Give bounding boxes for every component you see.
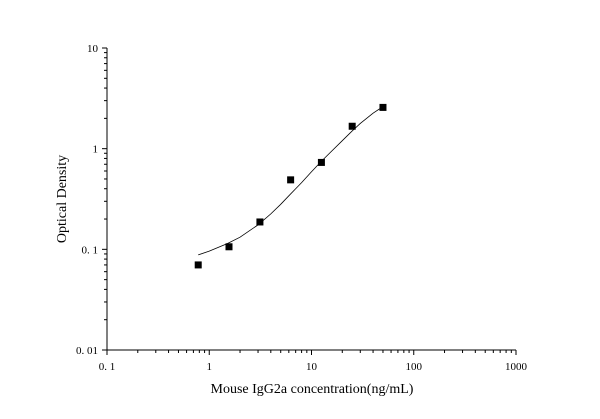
x-tick-label: 1000 — [505, 361, 528, 373]
data-point — [348, 122, 356, 130]
y-tick-label: 0. 01 — [76, 345, 98, 357]
y-axis-label: Optical Density — [55, 155, 70, 243]
data-point — [287, 176, 295, 184]
axes — [106, 48, 516, 351]
x-tick-label: 0. 1 — [99, 361, 116, 373]
data-point — [225, 243, 233, 251]
data-point — [194, 261, 202, 269]
data-point — [256, 218, 264, 226]
x-axis-label: Mouse IgG2a concentration(ng/mL) — [211, 382, 414, 397]
data-point — [317, 158, 325, 166]
data-points — [194, 103, 387, 269]
x-tick-label: 100 — [406, 361, 423, 373]
y-tick-label: 0. 1 — [82, 244, 99, 256]
y-tick-label: 10 — [87, 43, 99, 55]
y-tick-label: 1 — [93, 144, 99, 156]
data-point — [379, 103, 387, 111]
x-tick-label: 1 — [207, 361, 213, 373]
x-tick-label: 10 — [306, 361, 318, 373]
